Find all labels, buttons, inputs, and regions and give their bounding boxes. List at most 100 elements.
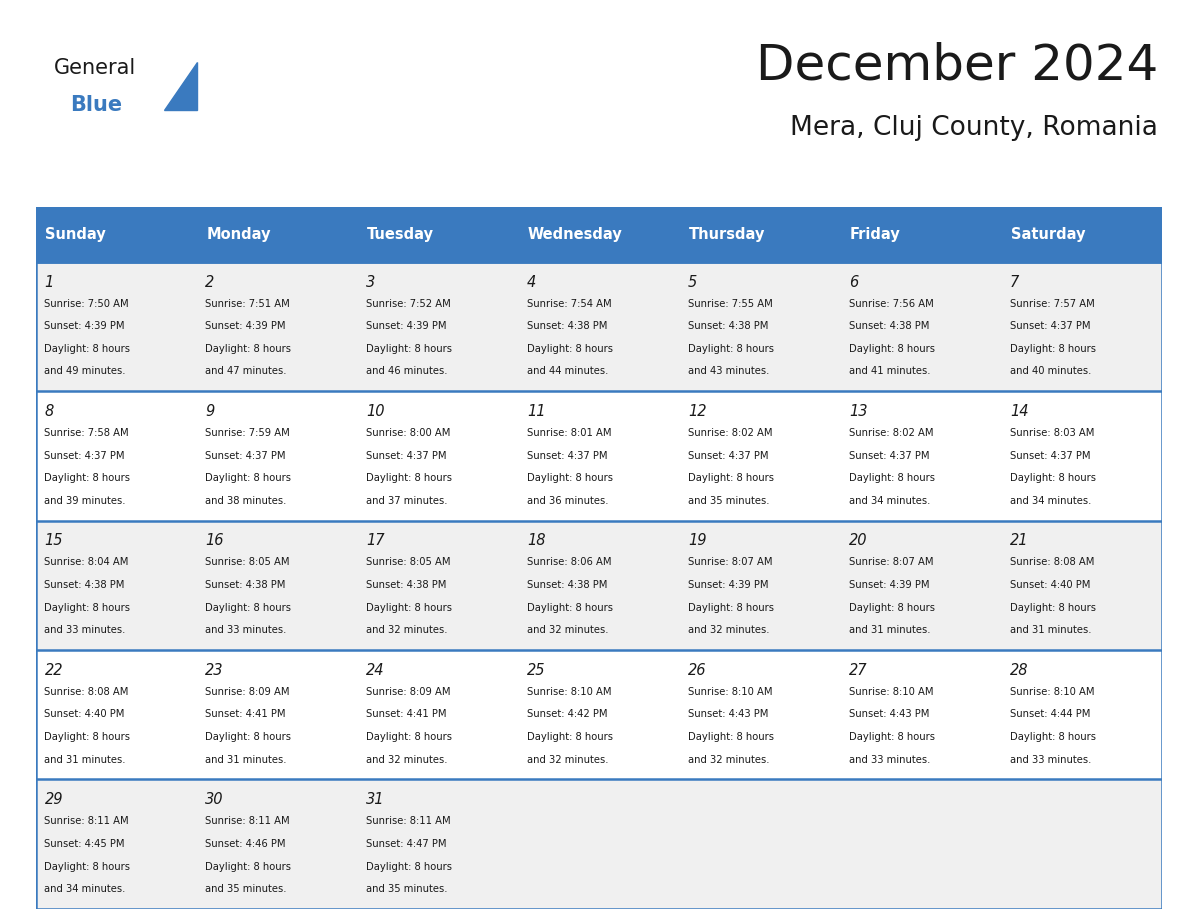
Text: 10: 10 [366,404,385,419]
Text: and 33 minutes.: and 33 minutes. [206,625,286,635]
Text: Daylight: 8 hours: Daylight: 8 hours [366,474,453,483]
Text: 6: 6 [849,274,858,289]
Text: Sunset: 4:41 PM: Sunset: 4:41 PM [366,710,447,720]
Text: 26: 26 [688,663,707,677]
Text: Daylight: 8 hours: Daylight: 8 hours [366,862,453,871]
Text: 29: 29 [44,792,63,807]
Text: Daylight: 8 hours: Daylight: 8 hours [849,733,935,742]
Bar [680,207,840,262]
Text: Daylight: 8 hours: Daylight: 8 hours [527,733,613,742]
Text: Sunset: 4:42 PM: Sunset: 4:42 PM [527,710,607,720]
Text: General: General [53,58,135,78]
Bar [196,779,358,909]
Bar [1001,779,1162,909]
Text: Sunset: 4:38 PM: Sunset: 4:38 PM [688,321,769,331]
Bar [840,262,1001,391]
Text: Sunset: 4:39 PM: Sunset: 4:39 PM [688,580,769,590]
Text: Sunset: 4:38 PM: Sunset: 4:38 PM [527,580,607,590]
Text: and 32 minutes.: and 32 minutes. [527,625,608,635]
Text: Sunset: 4:37 PM: Sunset: 4:37 PM [688,451,769,461]
Bar [518,650,680,779]
Text: Monday: Monday [207,227,271,241]
Text: Sunrise: 7:59 AM: Sunrise: 7:59 AM [206,428,290,438]
Text: and 31 minutes.: and 31 minutes. [44,755,126,765]
Text: Daylight: 8 hours: Daylight: 8 hours [688,603,775,612]
Text: and 35 minutes.: and 35 minutes. [366,884,448,894]
Bar [840,521,1001,650]
Text: Sunset: 4:41 PM: Sunset: 4:41 PM [206,710,286,720]
Text: Sunrise: 8:08 AM: Sunrise: 8:08 AM [44,687,128,697]
Text: Sunrise: 8:10 AM: Sunrise: 8:10 AM [849,687,934,697]
Text: and 33 minutes.: and 33 minutes. [44,625,126,635]
Text: and 32 minutes.: and 32 minutes. [366,755,448,765]
Text: Sunset: 4:37 PM: Sunset: 4:37 PM [1010,321,1091,331]
Text: 18: 18 [527,533,545,548]
Text: Sunrise: 8:10 AM: Sunrise: 8:10 AM [527,687,612,697]
Text: Sunset: 4:38 PM: Sunset: 4:38 PM [527,321,607,331]
Text: Sunrise: 8:02 AM: Sunrise: 8:02 AM [849,428,934,438]
Bar [358,207,518,262]
Text: 13: 13 [849,404,867,419]
Text: and 33 minutes.: and 33 minutes. [1010,755,1092,765]
Text: Sunrise: 8:02 AM: Sunrise: 8:02 AM [688,428,772,438]
Text: and 41 minutes.: and 41 minutes. [849,366,930,376]
Bar [518,262,680,391]
Text: 23: 23 [206,663,223,677]
Text: Sunset: 4:37 PM: Sunset: 4:37 PM [206,451,286,461]
Text: Sunset: 4:44 PM: Sunset: 4:44 PM [1010,710,1091,720]
Text: Sunrise: 7:58 AM: Sunrise: 7:58 AM [44,428,129,438]
Text: Sunset: 4:37 PM: Sunset: 4:37 PM [44,451,125,461]
Text: Thursday: Thursday [689,227,765,241]
Bar [840,207,1001,262]
Text: 11: 11 [527,404,545,419]
Text: Daylight: 8 hours: Daylight: 8 hours [849,603,935,612]
Bar [840,779,1001,909]
Bar [36,521,196,650]
Bar [840,391,1001,521]
Text: Saturday: Saturday [1011,227,1085,241]
Text: 31: 31 [366,792,385,807]
Text: Sunrise: 8:07 AM: Sunrise: 8:07 AM [849,557,934,567]
Text: Daylight: 8 hours: Daylight: 8 hours [849,474,935,483]
Text: Mera, Cluj County, Romania: Mera, Cluj County, Romania [790,115,1158,140]
Text: Sunrise: 7:57 AM: Sunrise: 7:57 AM [1010,298,1094,308]
Text: 14: 14 [1010,404,1029,419]
Text: Daylight: 8 hours: Daylight: 8 hours [1010,603,1095,612]
Text: Daylight: 8 hours: Daylight: 8 hours [206,603,291,612]
Text: Sunset: 4:39 PM: Sunset: 4:39 PM [206,321,286,331]
Text: Sunset: 4:38 PM: Sunset: 4:38 PM [849,321,929,331]
Text: 24: 24 [366,663,385,677]
Text: and 43 minutes.: and 43 minutes. [688,366,770,376]
Text: and 39 minutes.: and 39 minutes. [44,496,126,506]
Bar [518,521,680,650]
Bar [358,262,518,391]
Text: Sunset: 4:47 PM: Sunset: 4:47 PM [366,839,447,849]
Text: Sunrise: 8:07 AM: Sunrise: 8:07 AM [688,557,772,567]
Bar [518,779,680,909]
Text: Wednesday: Wednesday [527,227,623,241]
Text: and 32 minutes.: and 32 minutes. [688,625,770,635]
Text: Sunrise: 8:05 AM: Sunrise: 8:05 AM [206,557,290,567]
Bar [196,262,358,391]
Text: Daylight: 8 hours: Daylight: 8 hours [688,474,775,483]
Text: 8: 8 [44,404,53,419]
Bar [358,779,518,909]
Text: 1: 1 [44,274,53,289]
Text: Sunset: 4:37 PM: Sunset: 4:37 PM [849,451,929,461]
Text: 2: 2 [206,274,215,289]
Text: Sunrise: 8:11 AM: Sunrise: 8:11 AM [366,816,451,826]
Text: 27: 27 [849,663,867,677]
Bar [518,207,680,262]
Text: Sunset: 4:39 PM: Sunset: 4:39 PM [44,321,125,331]
Text: Daylight: 8 hours: Daylight: 8 hours [206,474,291,483]
Text: and 47 minutes.: and 47 minutes. [206,366,286,376]
Text: Daylight: 8 hours: Daylight: 8 hours [688,344,775,353]
Text: and 35 minutes.: and 35 minutes. [206,884,286,894]
Bar [358,391,518,521]
Text: 15: 15 [44,533,63,548]
Text: Sunset: 4:40 PM: Sunset: 4:40 PM [44,710,125,720]
Text: and 35 minutes.: and 35 minutes. [688,496,770,506]
Bar [36,779,196,909]
Bar [36,262,196,391]
Text: Friday: Friday [849,227,901,241]
